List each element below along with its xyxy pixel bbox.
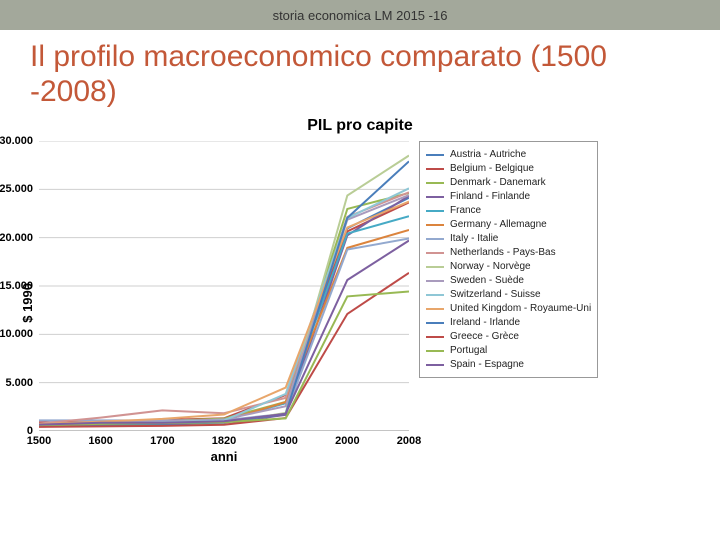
chart-title: PIL pro capite [20,117,700,135]
y-tick-label: 25.000 [0,183,33,195]
y-tick-label: 20.000 [0,232,33,244]
x-tick-label: 1700 [150,435,174,447]
y-tick-label: 15.000 [0,280,33,292]
legend-swatch [426,224,444,226]
legend-swatch [426,294,444,296]
x-tick-label: 1500 [27,435,51,447]
legend-item: Belgium - Belgique [426,163,591,174]
legend-label: Belgium - Belgique [450,163,534,174]
legend-swatch [426,154,444,156]
legend-item: United Kingdom - Royaume-Uni [426,303,591,314]
legend-swatch [426,238,444,240]
legend-label: Norway - Norvège [450,261,531,272]
x-tick-label: 1900 [273,435,297,447]
legend-label: France [450,205,481,216]
legend-item: Spain - Espagne [426,359,591,370]
course-label: storia economica LM 2015 -16 [273,8,448,23]
legend-item: Ireland - Irlande [426,317,591,328]
series-line [39,188,409,425]
legend-swatch [426,182,444,184]
chart-svg [39,141,409,431]
chart-body: $ 1990 05.00010.00015.00020.00025.00030.… [20,141,700,464]
legend-item: Sweden - Suède [426,275,591,286]
series-line [39,216,409,424]
series-line [39,239,409,421]
legend-swatch [426,308,444,310]
legend-swatch [426,322,444,324]
series-line [39,192,409,423]
legend-label: Germany - Allemagne [450,219,547,230]
legend-item: Norway - Norvège [426,261,591,272]
series-line [39,156,409,426]
plot-area: 05.00010.00015.00020.00025.00030.0001500… [39,141,409,431]
series-line [39,201,409,424]
legend-label: Spain - Espagne [450,359,524,370]
legend-item: Austria - Autriche [426,149,591,160]
legend-item: Switzerland - Suisse [426,289,591,300]
legend-label: Finland - Finlande [450,191,530,202]
series-line [39,291,409,425]
x-tick-label: 1600 [88,435,112,447]
legend-swatch [426,252,444,254]
chart-container: PIL pro capite $ 1990 05.00010.00015.000… [0,117,720,464]
series-line [39,202,409,422]
legend-item: Greece - Grèce [426,331,591,342]
plot-column: $ 1990 05.00010.00015.00020.00025.00030.… [20,141,409,464]
legend-item: France [426,205,591,216]
x-tick-label: 2000 [335,435,359,447]
legend-label: Sweden - Suède [450,275,524,286]
legend-item: Italy - Italie [426,233,591,244]
legend-swatch [426,364,444,366]
legend-label: Switzerland - Suisse [450,289,541,300]
legend-label: Portugal [450,345,487,356]
x-tick-label: 2008 [397,435,421,447]
legend-item: Finland - Finlande [426,191,591,202]
legend: Austria - Autriche Belgium - Belgique Denm… [419,141,598,378]
legend-label: Italy - Italie [450,233,498,244]
legend-swatch [426,210,444,212]
series-line [39,241,409,425]
header-bar: storia economica LM 2015 -16 [0,0,720,30]
x-axis-label: anni [211,449,238,464]
legend-label: Ireland - Irlande [450,317,520,328]
x-tick-label: 1820 [212,435,236,447]
legend-label: Austria - Autriche [450,149,526,160]
legend-item: Denmark - Danemark [426,177,591,188]
series-line [39,161,409,426]
page-title: Il profilo macroeconomico comparato (150… [0,30,720,117]
y-tick-label: 5.000 [5,377,33,389]
legend-item: Germany - Allemagne [426,219,591,230]
series-line [39,230,409,424]
legend-swatch [426,336,444,338]
legend-swatch [426,266,444,268]
legend-swatch [426,168,444,170]
series-line [39,196,409,427]
legend-item: Netherlands - Pays-Bas [426,247,591,258]
y-tick-label: 30.000 [0,135,33,147]
legend-label: United Kingdom - Royaume-Uni [450,303,591,314]
legend-swatch [426,196,444,198]
legend-swatch [426,350,444,352]
legend-swatch [426,280,444,282]
legend-label: Netherlands - Pays-Bas [450,247,556,258]
legend-label: Denmark - Danemark [450,177,546,188]
legend-item: Portugal [426,345,591,356]
y-tick-label: 10.000 [0,328,33,340]
legend-label: Greece - Grèce [450,331,519,342]
